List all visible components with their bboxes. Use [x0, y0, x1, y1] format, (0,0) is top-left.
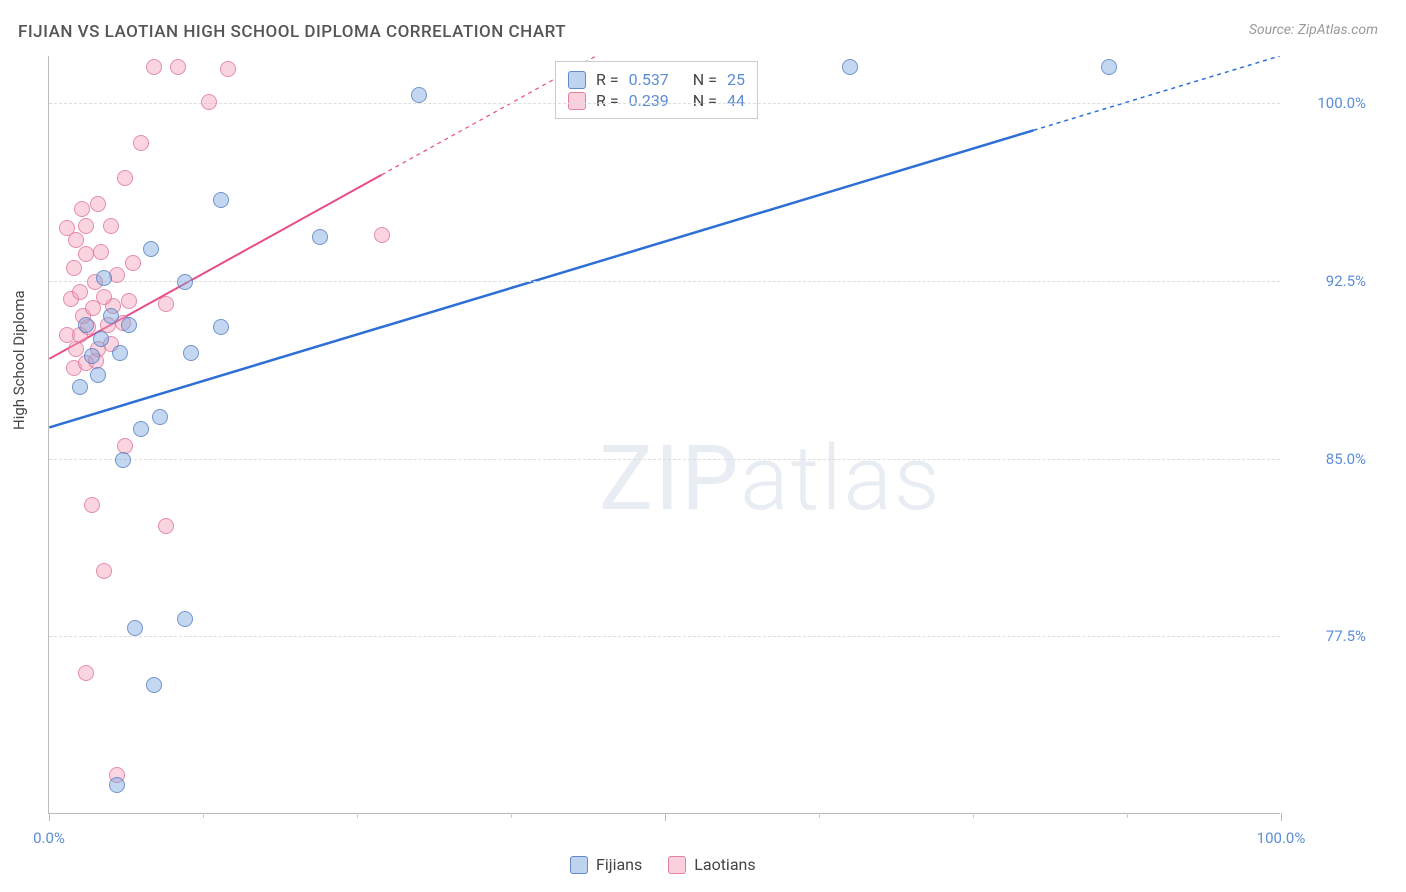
data-point [220, 61, 236, 77]
data-point [84, 348, 100, 364]
r-value: 0.239 [629, 91, 669, 110]
legend-label: Fijians [596, 855, 642, 874]
r-label: R = [596, 70, 619, 89]
legend-swatch [668, 856, 686, 874]
n-value: 25 [727, 70, 745, 89]
data-point [133, 135, 149, 151]
data-point [143, 241, 159, 257]
data-point [183, 345, 199, 361]
y-tick-label: 77.5% [1296, 627, 1366, 645]
data-point [115, 452, 131, 468]
x-tick [665, 813, 666, 821]
legend-swatch [568, 71, 586, 89]
x-tick-minor [819, 813, 820, 818]
data-point [411, 87, 427, 103]
data-point [93, 244, 109, 260]
watermark-light: atlas [740, 426, 941, 531]
data-point [177, 274, 193, 290]
data-point [152, 409, 168, 425]
data-point [170, 59, 186, 75]
x-tick-minor [511, 813, 512, 818]
legend-item: Fijians [570, 855, 642, 874]
data-point [66, 260, 82, 276]
y-tick-label: 92.5% [1296, 272, 1366, 290]
gridline [49, 281, 1280, 282]
data-point [125, 255, 141, 271]
n-label: N = [693, 91, 717, 110]
chart-title: FIJIAN VS LAOTIAN HIGH SCHOOL DIPLOMA CO… [18, 22, 566, 42]
data-point [90, 196, 106, 212]
data-point [158, 296, 174, 312]
data-point [158, 518, 174, 534]
data-point [121, 293, 137, 309]
watermark: ZIPatlas [599, 426, 941, 531]
data-point [96, 270, 112, 286]
stat-row: R = 0.239 N = 44 [568, 91, 745, 110]
data-point [109, 777, 125, 793]
r-label: R = [596, 91, 619, 110]
data-point [112, 345, 128, 361]
data-point [78, 246, 94, 262]
legend-label: Laotians [694, 855, 755, 874]
legend-item: Laotians [668, 855, 755, 874]
data-point [68, 341, 84, 357]
data-point [146, 59, 162, 75]
x-tick [1281, 813, 1282, 821]
legend-swatch [570, 856, 588, 874]
data-point [84, 497, 100, 513]
data-point [72, 379, 88, 395]
data-point [103, 308, 119, 324]
y-tick-label: 85.0% [1296, 450, 1366, 468]
data-point [121, 317, 137, 333]
x-tick-minor [1127, 813, 1128, 818]
x-tick-minor [203, 813, 204, 818]
data-point [374, 227, 390, 243]
data-point [127, 620, 143, 636]
data-point [312, 229, 328, 245]
data-point [96, 289, 112, 305]
n-value: 44 [727, 91, 745, 110]
x-tick-label: 100.0% [1257, 829, 1306, 847]
data-point [93, 331, 109, 347]
y-axis-label: High School Diploma [10, 290, 28, 430]
data-point [90, 367, 106, 383]
gridline [49, 636, 1280, 637]
data-point [1101, 59, 1117, 75]
n-label: N = [693, 70, 717, 89]
data-point [72, 284, 88, 300]
data-point [78, 218, 94, 234]
x-tick [49, 813, 50, 821]
data-point [59, 220, 75, 236]
y-tick-label: 100.0% [1296, 94, 1366, 112]
data-point [177, 611, 193, 627]
gridline [49, 103, 1280, 104]
legend: Fijians Laotians [570, 855, 756, 874]
legend-swatch [568, 92, 586, 110]
data-point [78, 665, 94, 681]
regression-lines [49, 56, 1280, 813]
data-point [146, 677, 162, 693]
x-tick-label: 0.0% [33, 829, 65, 847]
r-value: 0.537 [629, 70, 669, 89]
scatter-plot: ZIPatlas R = 0.537N = 25R = 0.239N = 44 … [48, 56, 1280, 814]
data-point [213, 192, 229, 208]
data-point [213, 319, 229, 335]
stats-box: R = 0.537 N = 25 R = 0.239 N = 44 [555, 61, 758, 119]
data-point [201, 94, 217, 110]
x-tick-minor [973, 813, 974, 818]
source-label: Source: ZipAtlas.com [1249, 22, 1378, 38]
stat-row: R = 0.537 N = 25 [568, 70, 745, 89]
data-point [78, 317, 94, 333]
data-point [842, 59, 858, 75]
data-point [133, 421, 149, 437]
x-tick-minor [357, 813, 358, 818]
watermark-bold: ZIP [599, 426, 740, 531]
data-point [74, 201, 90, 217]
data-point [117, 170, 133, 186]
gridline [49, 459, 1280, 460]
data-point [96, 563, 112, 579]
data-point [103, 218, 119, 234]
